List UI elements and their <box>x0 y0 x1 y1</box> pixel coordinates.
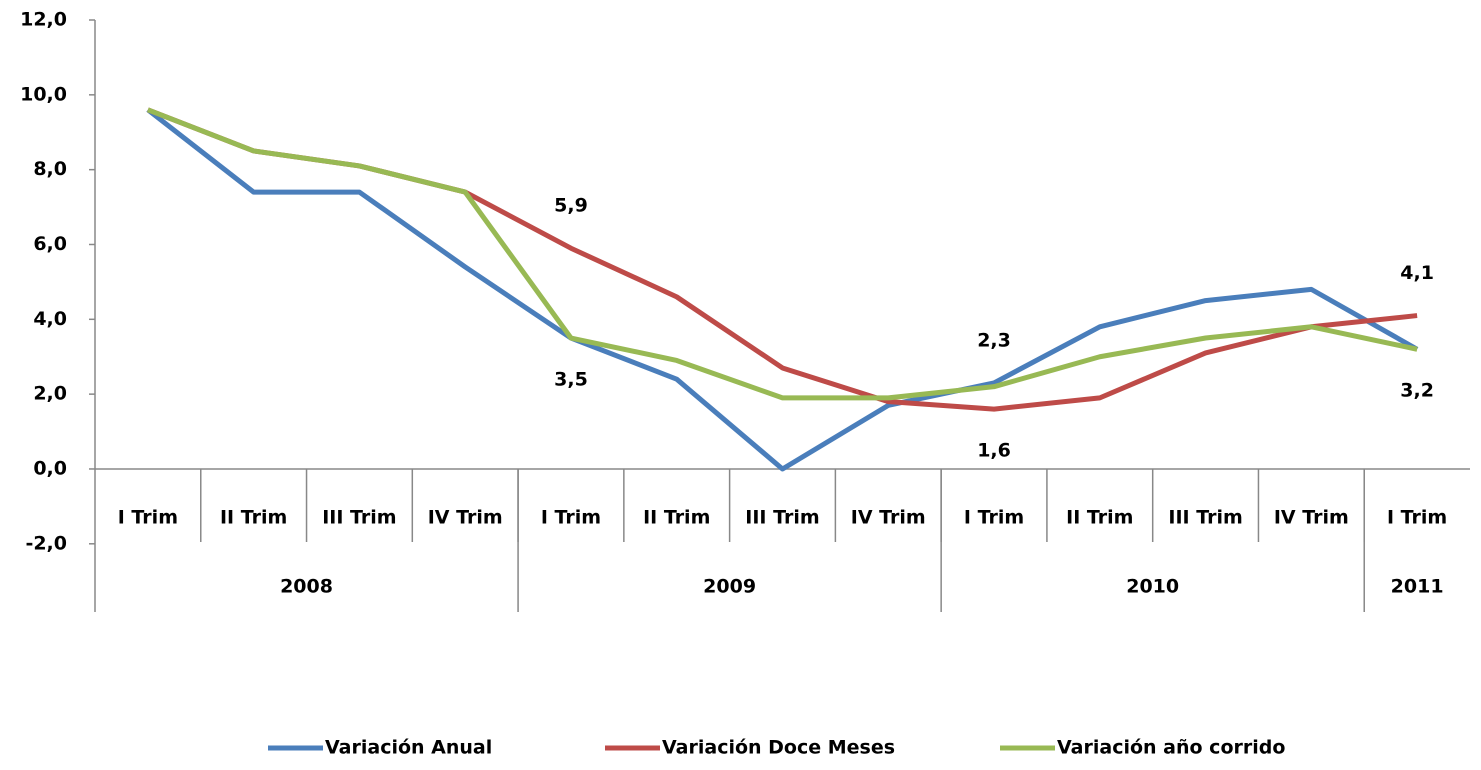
data-label: 1,6 <box>977 440 1011 462</box>
y-tick-label: 8,0 <box>33 158 67 180</box>
series-line <box>146 107 1418 412</box>
data-label: 5,9 <box>554 195 588 217</box>
x-tick-label: I Trim <box>964 507 1024 529</box>
data-label: 3,5 <box>554 369 588 391</box>
series-line <box>146 107 1418 401</box>
x-tick-label: IV Trim <box>851 507 926 529</box>
legend-label: Variación Anual <box>325 737 492 759</box>
x-tick-label: II Trim <box>643 507 710 529</box>
x-tick-label: IV Trim <box>1274 507 1349 529</box>
y-tick-label: 2,0 <box>33 383 67 405</box>
x-tick-label: IV Trim <box>428 507 503 529</box>
x-tick-label: II Trim <box>1066 507 1133 529</box>
x-tick-label: I Trim <box>118 507 178 529</box>
x-tick-label: II Trim <box>220 507 287 529</box>
legend-label: Variación Doce Meses <box>662 737 895 759</box>
year-label: 2010 <box>1126 576 1179 598</box>
data-label: 2,3 <box>977 329 1011 351</box>
data-label: 3,2 <box>1400 380 1434 402</box>
y-tick-label: 6,0 <box>33 233 67 255</box>
y-tick-label: -2,0 <box>25 532 67 554</box>
y-tick-label: 0,0 <box>33 457 67 479</box>
year-label: 2009 <box>703 576 756 598</box>
y-tick-label: 10,0 <box>20 83 67 105</box>
x-tick-label: III Trim <box>1168 507 1242 529</box>
y-tick-label: 4,0 <box>33 308 67 330</box>
year-label: 2011 <box>1391 576 1444 598</box>
x-tick-label: III Trim <box>322 507 396 529</box>
legend-label: Variación año corrido <box>1057 737 1285 759</box>
x-tick-label: I Trim <box>1387 507 1447 529</box>
x-tick-label: I Trim <box>541 507 601 529</box>
y-tick-label: 12,0 <box>20 9 67 31</box>
series-line <box>146 107 1419 472</box>
x-tick-label: III Trim <box>745 507 819 529</box>
data-label: 4,1 <box>1400 262 1434 284</box>
year-label: 2008 <box>280 576 333 598</box>
